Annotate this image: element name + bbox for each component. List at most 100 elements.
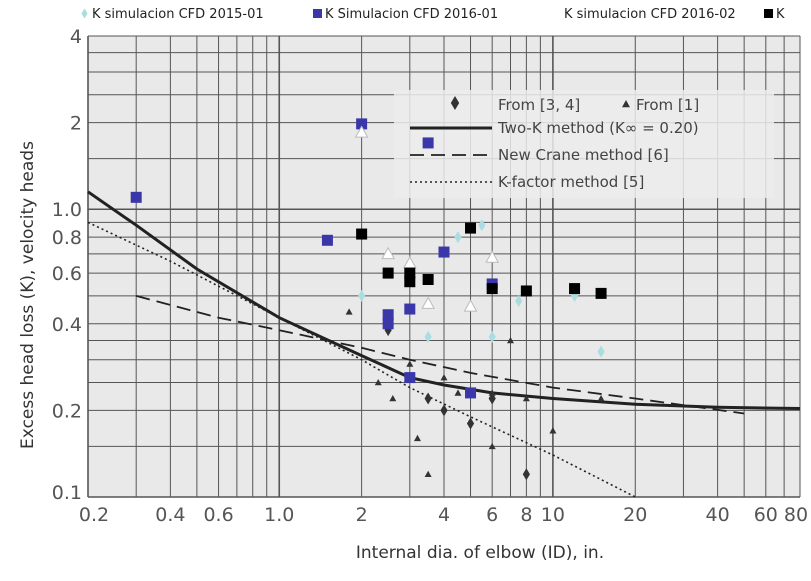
x-axis-label: Internal dia. of elbow (ID), in. xyxy=(356,543,604,563)
series-2-point xyxy=(130,191,142,203)
reference-triangle-point xyxy=(345,308,353,315)
reference-triangle-point xyxy=(549,427,557,434)
inner-legend: From [3, 4] From [1] Two-K method (K∞ = 0.… xyxy=(394,90,774,198)
y-tick-label: 0.6 xyxy=(52,263,82,285)
legend-dashed-method: New Crane method [6] xyxy=(498,146,669,164)
series-3-point xyxy=(463,299,478,312)
reference-triangle-point xyxy=(389,394,397,402)
series-2-point xyxy=(438,246,450,258)
inner-legend-box xyxy=(394,90,774,198)
series-3-point xyxy=(381,246,395,260)
series-4-point xyxy=(595,287,607,299)
series-1-point xyxy=(358,289,366,302)
y-tick-label: 2 xyxy=(70,113,82,135)
reference-diamond-point xyxy=(488,392,496,405)
x-tick-label: 40 xyxy=(706,504,730,526)
legend-triangle-marker xyxy=(622,100,630,108)
y-tick-label: 1.0 xyxy=(52,199,82,221)
series-4-point xyxy=(404,267,416,279)
series-4-point xyxy=(356,228,368,240)
grid xyxy=(87,35,801,498)
reference-triangle-point xyxy=(374,378,382,386)
series-2-point xyxy=(321,234,333,246)
series-4-point xyxy=(520,285,532,297)
series-3-point xyxy=(354,125,369,138)
series-4-point xyxy=(486,283,498,295)
series-2-point xyxy=(422,137,434,149)
reference-triangle-point xyxy=(413,434,421,442)
reference-curve-dotted xyxy=(87,221,636,498)
x-tick-label: 80 xyxy=(784,504,808,526)
series-1-point xyxy=(454,231,462,244)
legend-solid-method: Two-K method (K∞ = 0.20) xyxy=(497,119,699,137)
series-2-point xyxy=(404,372,416,384)
y-tick-labels: 0.1 0.2 0.4 0.6 0.8 1.0 2 4 xyxy=(52,26,82,504)
series-4-point xyxy=(404,276,416,288)
x-tick-label: 8 xyxy=(520,504,532,526)
series-2-point xyxy=(356,118,368,130)
x-tick-label: 1.0 xyxy=(264,504,294,526)
x-tick-label: 6 xyxy=(486,504,498,526)
y-tick-label: 0.8 xyxy=(52,227,82,249)
series-2-point xyxy=(382,309,394,321)
y-tick-label: 0.4 xyxy=(52,314,82,336)
series-3-point xyxy=(485,250,500,263)
reference-triangle-point xyxy=(406,360,414,367)
x-tick-label: 2 xyxy=(356,504,368,526)
series-2-point xyxy=(382,318,394,330)
reference-triangle-point xyxy=(488,389,496,396)
reference-triangle-point xyxy=(597,394,605,402)
reference-triangle-point xyxy=(454,389,462,396)
y-axis-label: Excess head loss (K), velocity heads xyxy=(18,141,38,449)
series-4-point xyxy=(422,273,434,285)
series-1-point xyxy=(478,219,486,232)
reference-diamond-point xyxy=(424,392,432,405)
reference-curve-dashed xyxy=(135,295,745,415)
top-legend-label-3: K simulacion CFD 2016-02 xyxy=(564,7,736,22)
reference-curves xyxy=(87,190,801,498)
series-2-point xyxy=(465,387,477,399)
top-legend-marker-4 xyxy=(764,9,773,18)
series-4-point xyxy=(465,222,477,234)
x-tick-label: 0.4 xyxy=(155,504,185,526)
top-legend-label-1: K simulacion CFD 2015-01 xyxy=(92,7,264,22)
top-legend-marker-1 xyxy=(81,8,88,19)
legend-diamond-marker xyxy=(450,96,460,110)
reference-curve-solid xyxy=(87,190,801,410)
series-1-point xyxy=(515,294,523,307)
y-tick-label: 0.2 xyxy=(52,400,82,422)
x-tick-label: 0.6 xyxy=(203,504,233,526)
x-tick-label: 60 xyxy=(754,504,778,526)
y-tick-label: 4 xyxy=(70,26,82,48)
top-legend-marker-2 xyxy=(313,9,322,18)
reference-diamond-point xyxy=(522,468,530,481)
simulation-points xyxy=(130,118,607,399)
legend-from-3-4: From [3, 4] xyxy=(498,96,580,114)
series-1-point xyxy=(424,330,432,343)
reference-diamond-point xyxy=(466,417,475,430)
series-1-point xyxy=(488,330,496,343)
top-legend-label-2: K Simulacion CFD 2016-01 xyxy=(325,7,498,22)
series-1-point xyxy=(597,345,605,358)
x-tick-label: 0.2 xyxy=(79,504,109,526)
reference-triangle-point xyxy=(522,394,530,402)
series-4-point xyxy=(382,267,394,279)
x-tick-labels: 0.2 0.4 0.6 1.0 2 4 6 8 10 20 40 60 80 xyxy=(79,504,808,526)
reference-triangle-point xyxy=(424,470,432,478)
top-legend-label-4: K xyxy=(776,7,785,22)
top-legend: K simulacion CFD 2015-01 K Simulacion CFD… xyxy=(81,7,785,22)
x-tick-label: 4 xyxy=(438,504,450,526)
series-4-point xyxy=(569,283,581,295)
x-tick-label: 10 xyxy=(541,504,565,526)
reference-diamond-point xyxy=(440,404,448,417)
reference-triangle-point xyxy=(507,336,515,344)
y-tick-label: 0.1 xyxy=(52,482,82,504)
x-tick-label: 20 xyxy=(623,504,647,526)
reference-triangle-point xyxy=(440,374,448,381)
legend-from-1: From [1] xyxy=(636,96,699,114)
series-2-point xyxy=(404,303,416,315)
legend-dotted-method: K-factor method [5] xyxy=(498,173,644,191)
reference-triangle-point xyxy=(488,442,496,450)
series-3-point xyxy=(421,296,435,309)
